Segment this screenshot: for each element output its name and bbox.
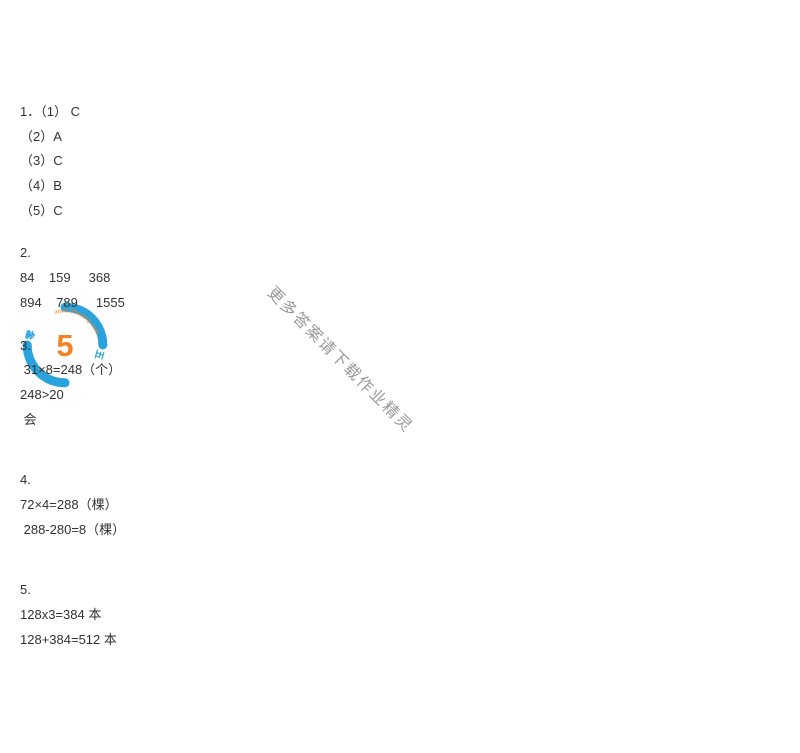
q4-line2: 288-280=8（棵） xyxy=(20,518,125,543)
q5-line1: 128x3=384 本 xyxy=(20,603,125,628)
answer-content: 1．（1） C （2）A （3）C （4）B （5）C 2. 84 159 36… xyxy=(20,100,125,652)
q1-item-3: （3）C xyxy=(20,149,125,174)
q1-item-2: （2）A xyxy=(20,125,125,150)
q1-header: 1．（1） C xyxy=(20,100,125,125)
diagonal-watermark: 更多答案请下载作业精灵 xyxy=(263,280,420,437)
q4-line1: 72×4=288（棵） xyxy=(20,493,125,518)
q1-item-4: （4）B xyxy=(20,174,125,199)
q3-line1: 31×8=248（个） xyxy=(20,358,125,383)
q2-row1: 84 159 368 xyxy=(20,266,125,291)
q3-line2: 248>20 xyxy=(20,383,125,408)
q2-header: 2. xyxy=(20,241,125,266)
q2-row2: 894 789 1555 xyxy=(20,291,125,316)
q3-line3: 会 xyxy=(20,408,125,433)
q5-header: 5. xyxy=(20,578,125,603)
q1-item-5: （5）C xyxy=(20,199,125,224)
q4-header: 4. xyxy=(20,468,125,493)
q5-line2: 128+384=512 本 xyxy=(20,628,125,653)
q3-header: 3. xyxy=(20,334,125,359)
